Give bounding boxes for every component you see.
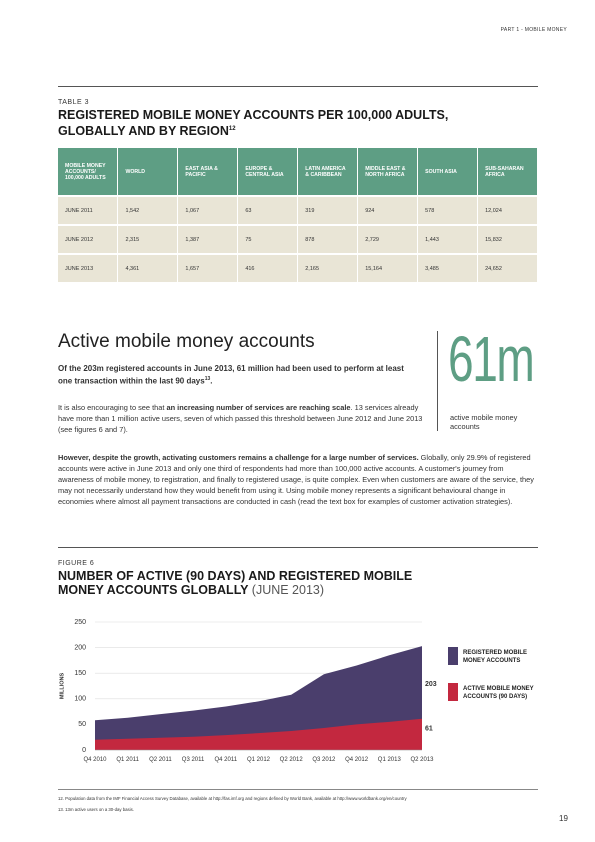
x-tick-label: Q4 2012 bbox=[345, 757, 369, 763]
footnote: 13. 13m active users on a 30-day basis. bbox=[58, 807, 134, 812]
rule bbox=[58, 547, 538, 548]
footnote: 12. Population data from the IMF Financi… bbox=[58, 796, 407, 801]
x-tick-label: Q4 2010 bbox=[83, 757, 107, 763]
running-header: PART 1 - MOBILE MONEY bbox=[500, 27, 567, 33]
y-axis-title: MILLIONS bbox=[59, 673, 65, 700]
figure-label: FIGURE 6 bbox=[58, 560, 95, 567]
table-cell: 878 bbox=[297, 224, 359, 254]
table-cell: JUNE 2012 bbox=[58, 224, 119, 254]
y-tick-label: 250 bbox=[74, 619, 86, 626]
text: Globally, only 29.9% of registered accou… bbox=[58, 453, 534, 506]
table-cell: 1,542 bbox=[117, 195, 179, 225]
bold-text: an increasing number of services are rea… bbox=[166, 403, 351, 412]
text: . bbox=[210, 376, 213, 386]
x-tick-label: Q3 2012 bbox=[312, 757, 336, 763]
table-cell: JUNE 2011 bbox=[58, 195, 119, 225]
table-cell: 1,387 bbox=[177, 224, 239, 254]
table-label: TABLE 3 bbox=[58, 99, 89, 106]
table-cell: 2,315 bbox=[117, 224, 179, 254]
title-text: NUMBER OF ACTIVE (90 DAYS) AND REGISTERE… bbox=[58, 569, 413, 597]
title-note: (JUNE 2013) bbox=[251, 583, 325, 597]
table-cell: 15,164 bbox=[357, 253, 419, 282]
table-row: JUNE 2012 2,315 1,387 75 878 2,729 1,443 15,832 bbox=[58, 224, 538, 254]
table-row: JUNE 2011 1,542 1,067 63 319 924 578 12,024 bbox=[58, 195, 538, 225]
callout-value: 61m bbox=[448, 323, 535, 395]
footnote-ref: 12 bbox=[228, 126, 236, 132]
column-header: EAST ASIA & PACIFIC bbox=[177, 148, 239, 196]
figure-title: NUMBER OF ACTIVE (90 DAYS) AND REGISTERE… bbox=[58, 569, 458, 597]
table-cell: 924 bbox=[357, 195, 419, 225]
x-tick-label: Q2 2011 bbox=[149, 757, 172, 763]
table-row: JUNE 2013 4,361 1,657 416 2,165 15,164 3,485 24… bbox=[58, 253, 538, 282]
text: . 13 services already have more than 1 m… bbox=[58, 403, 423, 434]
x-tick-label: Q1 2011 bbox=[116, 757, 139, 763]
table-cell: 1,067 bbox=[177, 195, 239, 225]
table-cell: 1,657 bbox=[177, 253, 239, 282]
column-header: WORLD bbox=[117, 148, 179, 196]
table-cell: 63 bbox=[237, 195, 299, 225]
table-cell: 2,729 bbox=[357, 224, 419, 254]
y-tick-label: 200 bbox=[74, 644, 86, 651]
table-cell: 15,832 bbox=[477, 224, 538, 254]
table-cell: JUNE 2013 bbox=[58, 253, 119, 282]
paragraph: Of the 203m registered accounts in June … bbox=[58, 363, 418, 387]
x-tick-label: Q3 2011 bbox=[181, 757, 205, 763]
footnote-ref: 13 bbox=[204, 376, 211, 382]
rule bbox=[58, 86, 538, 87]
table-cell: 416 bbox=[237, 253, 299, 282]
paragraph: It is also encouraging to see that an in… bbox=[58, 402, 428, 435]
data-table: MOBILE MONEY ACCOUNTS/ 100,000 ADULTS WOR… bbox=[58, 148, 538, 282]
column-header: MIDDLE EAST & NORTH AFRICA bbox=[357, 148, 419, 196]
table-cell: 12,024 bbox=[477, 195, 538, 225]
paragraph: However, despite the growth, activating … bbox=[58, 452, 540, 507]
text: It is also encouraging to see that bbox=[58, 403, 167, 412]
value-label: 61 bbox=[425, 726, 433, 733]
table-cell: 578 bbox=[417, 195, 479, 225]
area bbox=[95, 718, 422, 750]
legend-swatch bbox=[448, 647, 458, 665]
table-cell: 319 bbox=[297, 195, 359, 225]
y-tick-label: 50 bbox=[78, 721, 86, 728]
column-header: MOBILE MONEY ACCOUNTS/ 100,000 ADULTS bbox=[58, 148, 119, 196]
divider bbox=[437, 331, 438, 431]
table-cell: 3,485 bbox=[417, 253, 479, 282]
x-tick-label: Q4 2011 bbox=[214, 757, 238, 763]
column-header: SOUTH ASIA bbox=[417, 148, 479, 196]
legend-label: ACTIVE MOBILE MONEY ACCOUNTS (90 DAYS) bbox=[463, 686, 534, 700]
y-tick-label: 150 bbox=[74, 670, 86, 677]
x-tick-label: Q1 2013 bbox=[377, 757, 401, 763]
y-tick-label: 100 bbox=[74, 696, 86, 703]
table-cell: 75 bbox=[237, 224, 299, 254]
rule bbox=[58, 789, 538, 790]
value-label: 203 bbox=[425, 681, 437, 688]
legend-label: REGISTERED MOBILE MONEY ACCOUNTS bbox=[463, 650, 528, 664]
column-header: SUB-SAHARAN AFRICA bbox=[477, 148, 538, 196]
title-text: REGISTERED MOBILE MONEY ACCOUNTS PER 100… bbox=[58, 108, 449, 139]
bold-text: Of the 203m registered accounts in June … bbox=[58, 364, 404, 386]
x-tick-label: Q2 2012 bbox=[279, 757, 303, 763]
callout-caption: active mobile money accounts bbox=[450, 413, 518, 431]
chart: 0 50 100 150 200 250 MILLIONS 203 61 bbox=[59, 619, 458, 754]
table-title: REGISTERED MOBILE MONEY ACCOUNTS PER 100… bbox=[58, 108, 488, 138]
legend-swatch bbox=[448, 683, 458, 701]
page-number: 19 bbox=[559, 814, 568, 823]
bold-text: However, despite the growth, activating … bbox=[58, 453, 419, 462]
x-tick-label: Q2 2013 bbox=[410, 757, 434, 763]
column-header: LATIN AMERICA & CARIBBEAN bbox=[297, 148, 359, 196]
table-cell: 24,652 bbox=[477, 253, 538, 282]
section-heading: Active mobile money accounts bbox=[58, 331, 315, 352]
x-tick-label: Q1 2012 bbox=[246, 757, 271, 763]
y-tick-label: 0 bbox=[82, 747, 86, 754]
table-cell: 2,165 bbox=[297, 253, 359, 282]
table-cell: 4,361 bbox=[117, 253, 179, 282]
area bbox=[95, 646, 422, 750]
column-header: EUROPE & CENTRAL ASIA bbox=[237, 148, 299, 196]
table-cell: 1,443 bbox=[417, 224, 479, 254]
